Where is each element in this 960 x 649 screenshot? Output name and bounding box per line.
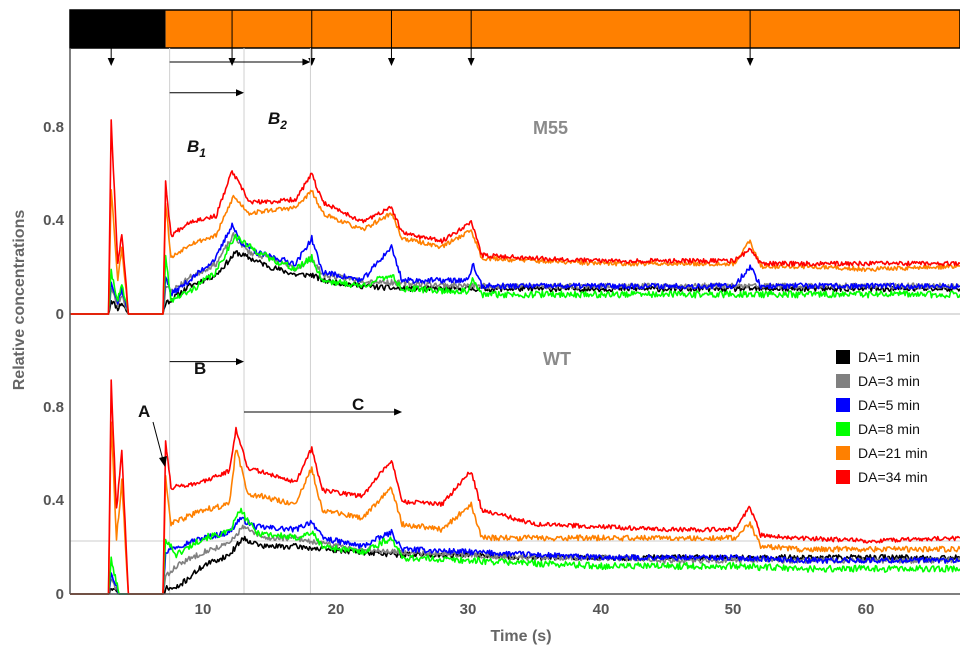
stimulus-segment <box>165 10 960 48</box>
stimulus-segment <box>70 10 166 48</box>
series-m55 <box>70 119 960 315</box>
annotation-arrowhead <box>236 358 245 366</box>
legend-swatch <box>836 350 850 364</box>
legend-label: DA=34 min <box>858 469 928 485</box>
x-tick-label: 10 <box>195 601 212 618</box>
annotation-label: C <box>352 395 364 414</box>
series-line <box>70 507 960 595</box>
x-tick-label: 40 <box>593 601 610 618</box>
series-line <box>70 119 960 315</box>
annotation-label: B1 <box>187 137 206 160</box>
legend-label: DA=21 min <box>858 445 928 461</box>
series-line <box>70 233 960 315</box>
legend-label: DA=5 min <box>858 397 920 413</box>
y-tick-label: 0.4 <box>43 492 65 509</box>
annotation-subscript: 2 <box>279 118 287 132</box>
stimulus-arrowhead <box>387 58 395 66</box>
annotations-m55: B1 B2 <box>169 58 311 160</box>
series-line <box>70 379 960 595</box>
y-tick-label: 0.4 <box>43 212 65 229</box>
panel-m55: M55 B1 B2 <box>70 58 960 315</box>
legend-swatch <box>836 470 850 484</box>
x-tick-label: 60 <box>858 601 875 618</box>
y-tick-label: 0.8 <box>43 399 64 416</box>
legend-swatch <box>836 398 850 412</box>
legend-swatch <box>836 422 850 436</box>
x-tick-label: 30 <box>460 601 477 618</box>
legend-swatch <box>836 374 850 388</box>
annotation-arrowhead <box>236 89 245 97</box>
panel-title-m55: M55 <box>533 118 568 138</box>
series-line <box>70 232 960 315</box>
series-line <box>70 535 960 595</box>
legend-label: DA=3 min <box>858 373 920 389</box>
annotations-wt: B C A <box>138 358 403 467</box>
x-tick-label: 20 <box>328 601 345 618</box>
x-tick-label: 50 <box>725 601 742 618</box>
y-tick-label: 0 <box>56 306 64 323</box>
x-axis-title: Time (s) <box>490 628 551 645</box>
stimulus-frame <box>69 9 960 49</box>
annotation-pointer <box>152 421 164 461</box>
stimulus-bar <box>69 9 960 66</box>
annotation-arrowhead <box>394 408 403 416</box>
annotation-subscript: 1 <box>199 146 206 160</box>
panel-title-wt: WT <box>543 349 571 369</box>
y-axis-title: Relative concentrations <box>11 210 28 391</box>
event-lines <box>169 48 311 594</box>
annotation-label: B2 <box>268 109 287 132</box>
series-line <box>70 222 960 315</box>
stimulus-arrowhead <box>107 58 115 66</box>
annotation-label: B <box>194 359 206 378</box>
legend: DA=1 min DA=3 min DA=5 min DA=8 min DA=2… <box>836 349 928 485</box>
stimulus-arrowhead <box>746 58 754 66</box>
annotation-pointer-head <box>159 456 167 467</box>
annotation-label: A <box>138 402 150 421</box>
y-tick-label: 0 <box>56 586 64 603</box>
annotation-arrowhead <box>302 58 311 66</box>
stimulus-arrowhead <box>467 58 475 66</box>
legend-label: DA=1 min <box>858 349 920 365</box>
panel-wt: WT B C A <box>70 349 960 595</box>
legend-swatch <box>836 446 850 460</box>
y-tick-label: 0.8 <box>43 119 64 136</box>
series-line <box>70 421 960 595</box>
series-wt <box>70 379 960 595</box>
legend-label: DA=8 min <box>858 421 920 437</box>
